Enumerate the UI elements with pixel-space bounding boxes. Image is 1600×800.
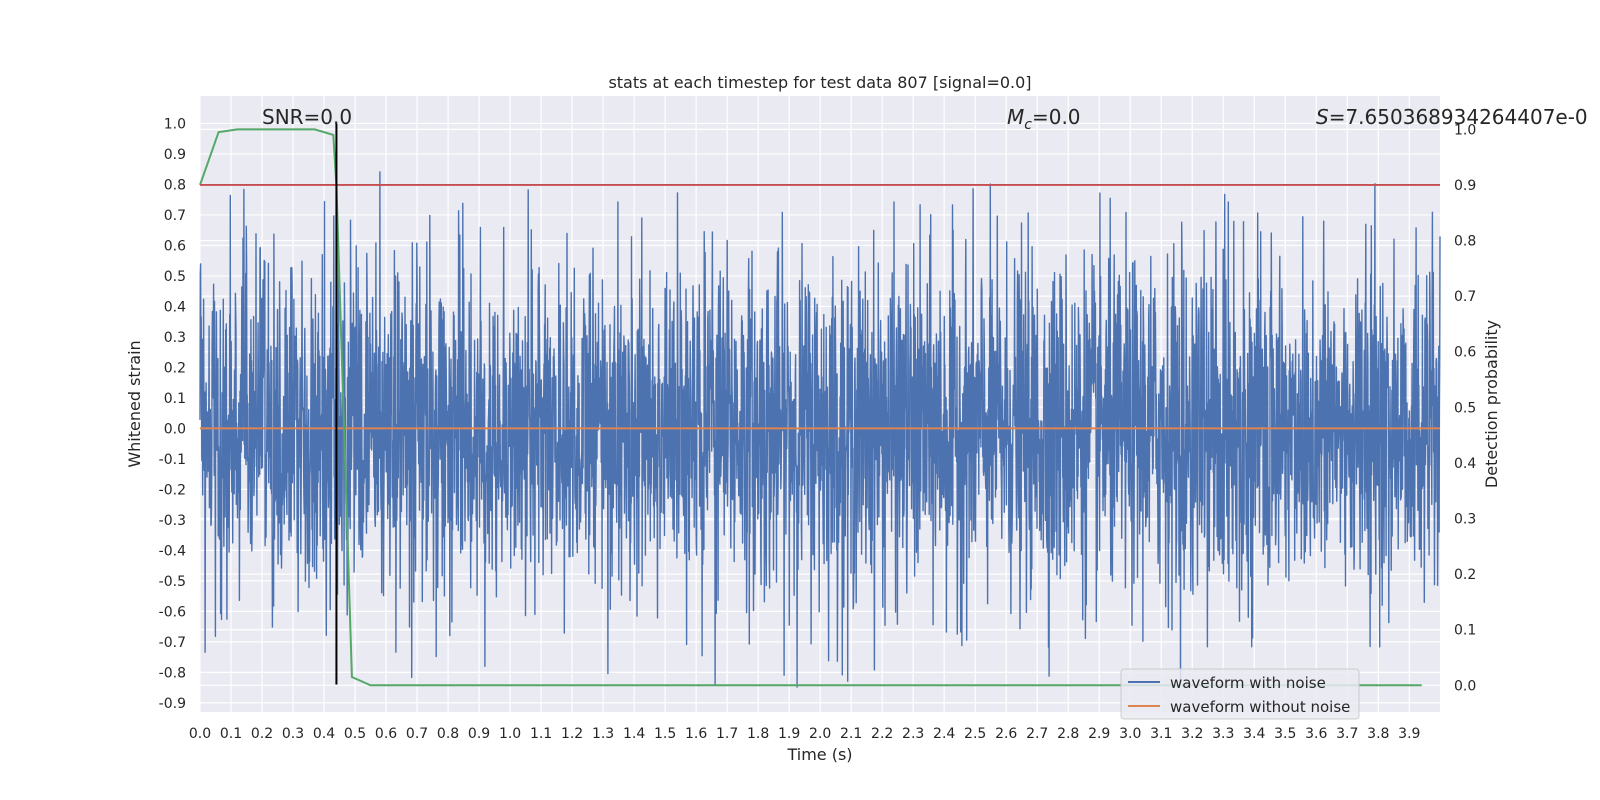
series-waveform-with-noise — [199, 171, 1441, 688]
x-tick-label: 1.0 — [499, 726, 521, 742]
x-tick-label: 2.7 — [1026, 726, 1048, 742]
x-tick-label: 2.8 — [1057, 726, 1079, 742]
y-tick-label: -0.1 — [159, 452, 186, 468]
y-tick-label: 0.5 — [164, 269, 186, 285]
mc-symbol: M — [1007, 105, 1024, 129]
y2-tick-label: 0.3 — [1454, 512, 1476, 528]
x-tick-label: 3.6 — [1305, 726, 1327, 742]
y2-tick-label: 0.1 — [1454, 623, 1476, 639]
x-tick-label: 2.6 — [995, 726, 1017, 742]
y-tick-label: -0.2 — [159, 482, 186, 498]
x-tick-label: 2.0 — [809, 726, 831, 742]
y-tick-label: 0.6 — [164, 238, 186, 254]
x-tick-label: 1.2 — [561, 726, 583, 742]
mc-subscript: c — [1024, 117, 1032, 133]
mc-annotation: Mc=0.0 — [1007, 105, 1081, 133]
x-tick-label: 3.7 — [1336, 726, 1358, 742]
y-tick-label: -0.9 — [159, 696, 186, 712]
y2-axis-label: Detection probability — [1482, 320, 1501, 488]
x-tick-label: 0.5 — [344, 726, 366, 742]
y2-tick-label: 0.4 — [1454, 456, 1476, 472]
y2-tick-label: 1.0 — [1454, 122, 1476, 138]
x-tick-label: 1.1 — [530, 726, 552, 742]
y-axis-label: Whitened strain — [125, 340, 144, 467]
x-tick-label: 1.4 — [623, 726, 645, 742]
y-tick-label: 0.3 — [164, 330, 186, 346]
y2-tick-label: 0.8 — [1454, 234, 1476, 250]
y-tick-label: -0.6 — [159, 604, 186, 620]
snr-annotation: SNR=0.0 — [262, 105, 352, 129]
y-tick-label: -0.5 — [159, 574, 186, 590]
x-tick-label: 0.0 — [189, 726, 211, 742]
x-axis-label: Time (s) — [786, 745, 852, 764]
s-annotation: S=7.650368934264407e-0 — [1316, 105, 1588, 129]
x-tick-label: 1.3 — [592, 726, 614, 742]
y2-tick-label: 0.7 — [1454, 289, 1476, 305]
x-tick-label: 0.2 — [251, 726, 273, 742]
x-tick-label: 3.1 — [1150, 726, 1172, 742]
y-tick-label: -0.3 — [159, 513, 186, 529]
x-tick-label: 3.9 — [1398, 726, 1420, 742]
x-tick-label: 1.5 — [654, 726, 676, 742]
y-tick-label: 0.7 — [164, 208, 186, 224]
y-tick-label: -0.7 — [159, 635, 186, 651]
x-tick-label: 0.3 — [282, 726, 304, 742]
x-tick-label: 2.5 — [964, 726, 986, 742]
legend: waveform with noise waveform without noi… — [1120, 668, 1360, 720]
y2-tick-label: 0.0 — [1454, 678, 1476, 694]
x-tick-label: 0.1 — [220, 726, 242, 742]
x-tick-label: 3.2 — [1181, 726, 1203, 742]
y-tick-label: 0.8 — [164, 177, 186, 193]
y2-axis-ticks: 1.0 0.9 0.8 0.7 0.6 0.5 0.4 0.3 0.2 0.1 0.0 — [1454, 122, 1476, 694]
y-tick-label: 1.0 — [164, 116, 186, 132]
x-tick-label: 0.6 — [375, 726, 397, 742]
y-axis-ticks: 1.0 0.9 0.8 0.7 0.6 0.5 0.4 0.3 0.2 0.1 0.0 -0.1 -0.… — [159, 116, 186, 711]
x-tick-label: 0.9 — [468, 726, 490, 742]
x-tick-label: 3.0 — [1119, 726, 1141, 742]
x-tick-label: 2.9 — [1088, 726, 1110, 742]
x-tick-label: 1.8 — [747, 726, 769, 742]
x-tick-label: 3.5 — [1274, 726, 1296, 742]
x-tick-label: 3.3 — [1212, 726, 1234, 742]
y2-tick-label: 0.6 — [1454, 345, 1476, 361]
series-detection-probability — [199, 128, 1422, 687]
x-tick-label: 1.6 — [685, 726, 707, 742]
x-tick-label: 3.8 — [1367, 726, 1389, 742]
x-tick-label: 2.4 — [933, 726, 955, 742]
y2-tick-label: 0.5 — [1454, 400, 1476, 416]
x-tick-label: 0.4 — [313, 726, 335, 742]
y-tick-label: 0.1 — [164, 391, 186, 407]
x-tick-label: 0.7 — [406, 726, 428, 742]
s-symbol: S — [1316, 105, 1329, 129]
x-tick-label: 2.3 — [902, 726, 924, 742]
y-tick-label: -0.8 — [159, 665, 186, 681]
legend-label-clean: waveform without noise — [1170, 698, 1350, 716]
noise-waveform-line — [199, 171, 1441, 688]
mc-value: =0.0 — [1032, 105, 1081, 129]
x-tick-label: 3.4 — [1243, 726, 1265, 742]
y2-tick-label: 0.9 — [1454, 178, 1476, 194]
y2-tick-label: 0.2 — [1454, 567, 1476, 583]
x-tick-label: 1.9 — [778, 726, 800, 742]
x-tick-label: 2.2 — [871, 726, 893, 742]
x-tick-label: 0.8 — [437, 726, 459, 742]
probability-line — [199, 128, 1422, 687]
x-axis-ticks: 0.0 0.1 0.2 0.3 0.4 0.5 0.6 0.7 0.8 0.9 1.0 1.1 1.2 1… — [189, 726, 1421, 742]
y-tick-label: 0.4 — [164, 299, 186, 315]
y-tick-label: 0.2 — [164, 360, 186, 376]
chart-title: stats at each timestep for test data 807… — [608, 73, 1031, 92]
x-tick-label: 2.1 — [840, 726, 862, 742]
s-value: =7.650368934264407e-0 — [1329, 105, 1588, 129]
legend-label-noise: waveform with noise — [1170, 674, 1326, 692]
y-tick-label: -0.4 — [159, 543, 186, 559]
legend-box — [1120, 668, 1360, 720]
y-tick-label: 0.0 — [164, 421, 186, 437]
y-tick-label: 0.9 — [164, 147, 186, 163]
x-tick-label: 1.7 — [716, 726, 738, 742]
